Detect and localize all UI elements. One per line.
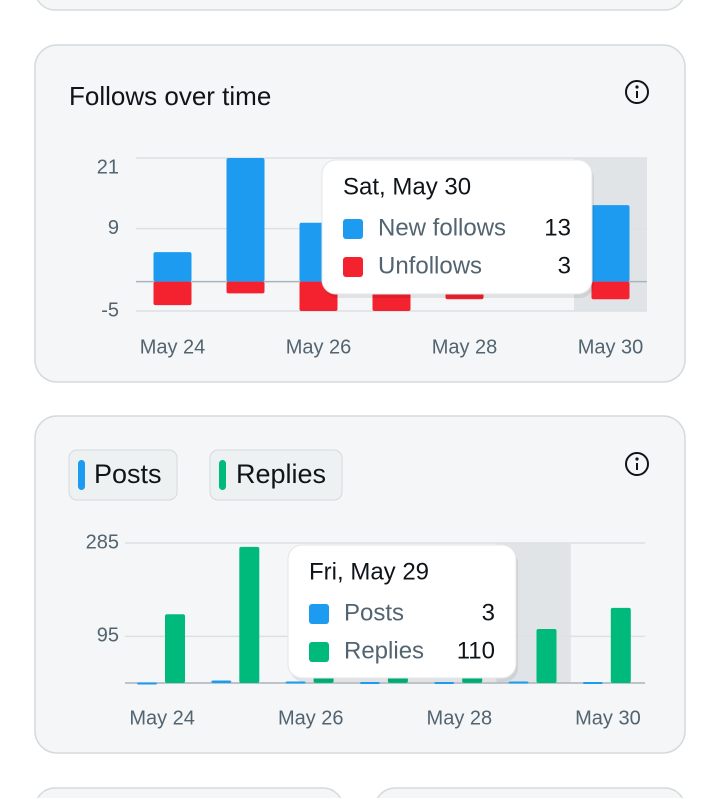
tooltip-swatch (309, 642, 329, 662)
bar (165, 614, 185, 683)
tooltip-title: Sat, May 30 (343, 173, 471, 200)
tooltip-swatch (343, 257, 363, 277)
bar (434, 682, 455, 685)
bar (508, 681, 529, 684)
tooltip-value: 3 (482, 599, 495, 626)
bar (239, 546, 260, 683)
tooltip-name: New follows (378, 214, 506, 241)
bar (582, 682, 603, 685)
bar (285, 681, 306, 684)
info-icon[interactable] (625, 80, 649, 104)
legend-label: Replies (236, 459, 326, 489)
bar (591, 281, 630, 300)
tooltip-title: Fri, May 29 (309, 558, 429, 585)
posts-toggle[interactable]: Posts (68, 449, 178, 501)
x-tick-label: May 24 (129, 707, 195, 729)
x-tick-label: May 26 (286, 336, 352, 358)
bar (137, 682, 157, 685)
replies-toggle[interactable]: Replies (209, 449, 343, 501)
plots: 21 9 -5 May 24 May 26 May 28 May 30 Sat, May 30… (86, 156, 647, 729)
bar (153, 281, 192, 306)
bar (610, 607, 631, 683)
tooltip-value: 110 (457, 637, 495, 664)
tooltip-swatch (343, 219, 363, 239)
y-tick-label: -5 (101, 299, 119, 321)
bar (536, 628, 557, 683)
tooltip (287, 544, 517, 679)
tooltip-name: Unfollows (378, 252, 482, 279)
x-tick-label: May 30 (578, 336, 644, 358)
card-above (36, 0, 684, 11)
bar (153, 252, 192, 282)
tooltip-name: Posts (344, 599, 404, 626)
x-tick-label: May 26 (278, 707, 344, 729)
x-tick-label: May 30 (575, 707, 641, 729)
x-tick-label: May 24 (140, 336, 206, 358)
bar (226, 158, 265, 282)
y-tick-label: 95 (97, 625, 119, 647)
tooltip-name: Replies (344, 637, 424, 664)
card-below-left (36, 787, 342, 798)
info-icon[interactable] (625, 452, 649, 476)
x-tick-label: May 28 (432, 336, 498, 358)
y-tick-label: 285 (86, 531, 119, 553)
tooltip-value: 13 (544, 214, 571, 241)
y-tick-label: 9 (108, 217, 119, 239)
y-tick-label: 21 (97, 156, 119, 178)
tooltip-value: 3 (558, 252, 571, 279)
bar (211, 680, 232, 683)
bar (226, 281, 265, 294)
bar (591, 205, 630, 282)
tooltip (321, 159, 593, 295)
card-below-right (376, 787, 684, 798)
chart-title: Follows over time (69, 81, 271, 111)
bar (359, 682, 380, 685)
tooltip-swatch (309, 604, 329, 624)
x-tick-label: May 28 (427, 707, 493, 729)
legend-label: Posts (94, 459, 162, 489)
